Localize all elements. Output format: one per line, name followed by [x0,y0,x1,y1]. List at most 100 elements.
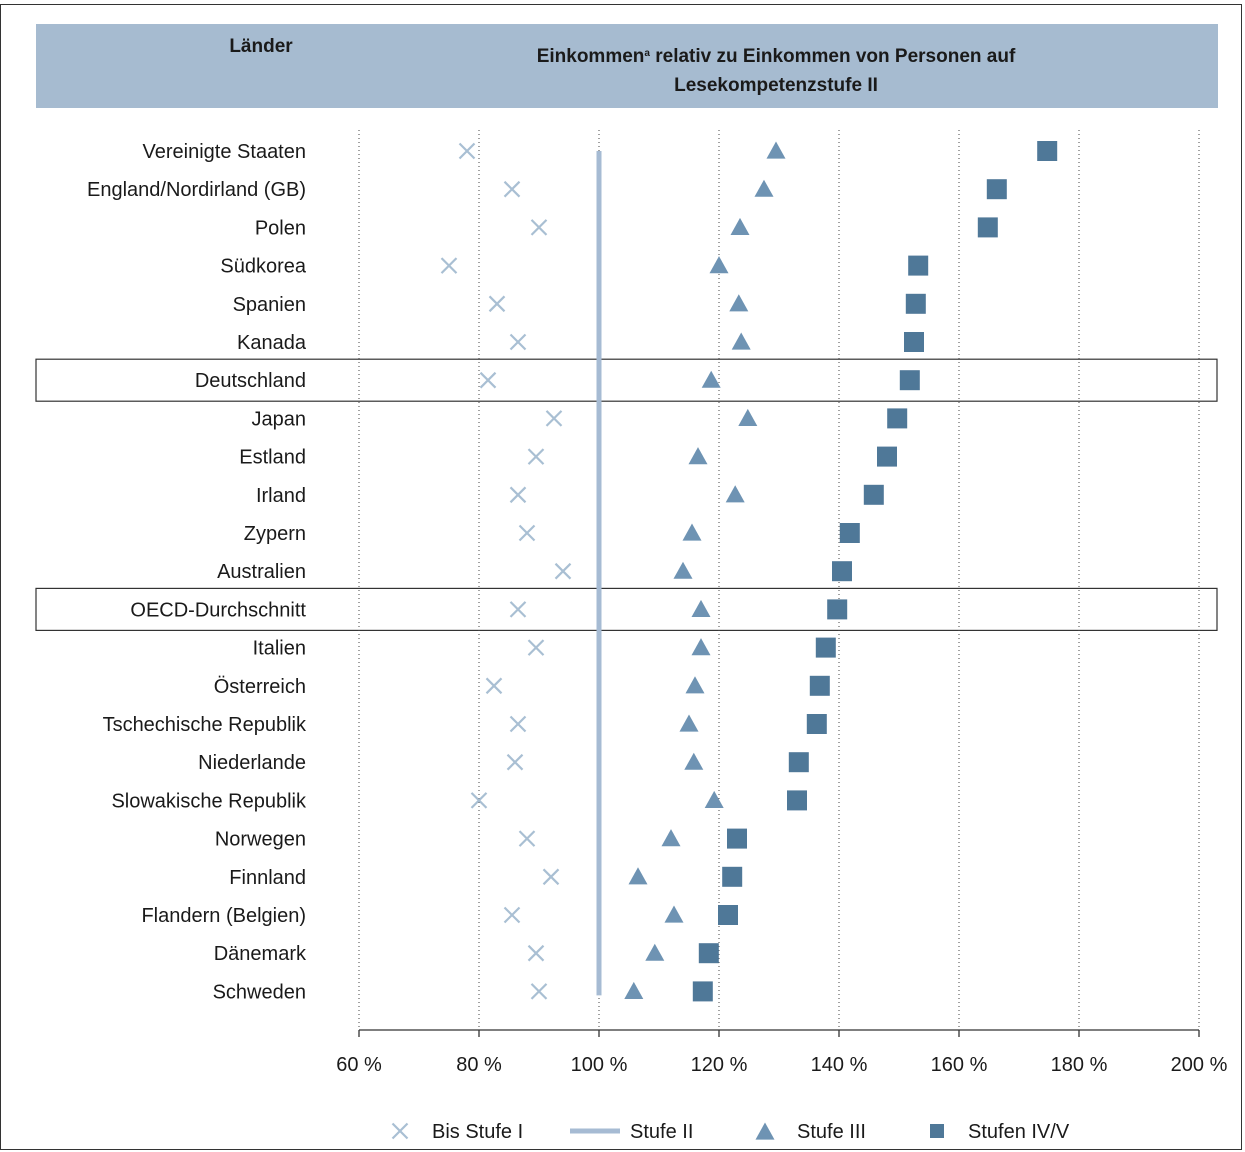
gridlines [358,130,1200,1030]
marker-stufen-iv-v-polen [977,217,998,238]
marker-stufe-iii-schweden [624,981,644,999]
marker-stufe-iii-vereinigte-staaten [766,141,786,159]
legend-marker-bis-stufe-i [391,1122,409,1140]
country-label-oecd-durchschnitt: OECD-Durchschnitt [130,599,306,621]
country-label-schweden: Schweden [213,981,306,1003]
chart-title: Einkommena relativ zu Einkommen von Pers… [466,42,1086,100]
marker-stufen-iv-v-finnland [722,866,743,887]
country-label-estland: Estland [239,447,306,469]
country-label-finnland: Finnland [229,867,306,889]
marker-stufen-iv-v-zypern [839,523,860,543]
country-labels: Vereinigte Staaten England/Nordirland (GB… [87,141,307,1003]
marker-stufe-iii-dänemark [645,943,665,961]
marker-stufen-iv-v-flandern-belgien [718,905,738,925]
legend: Bis Stufe I Stufe II Stufe III Stufen IV/V [391,1121,1070,1143]
x-tick-label-180: 180 % [1051,1054,1108,1076]
legend-marker-stufe-iii [755,1122,775,1140]
marker-stufe-iii-flandern-belgien [664,905,684,923]
marker-stufen-iv-v-norwegen [727,828,747,849]
title-footnote-marker: a [644,48,650,59]
country-label-niederlande: Niederlande [198,752,306,774]
country-label-zypern: Zypern [244,523,306,545]
marker-bis-stufe-i-oecd-durchschnitt-stroke-b [509,601,527,618]
highlight-boxes [35,358,1218,632]
legend-label-stufe-ii: Stufe II [630,1121,693,1143]
marker-bis-stufe-i-kanada-stroke-b [509,333,527,351]
marker-bis-stufe-i-schweden-stroke-b [530,983,548,1000]
marker-bis-stufe-i-flandern-belgien [503,906,521,924]
country-label-irland: Irland [256,485,306,507]
marker-bis-stufe-i-österreich [485,677,503,695]
marker-bis-stufe-i-england-nordirland-gb-stroke-b [503,180,521,198]
marker-bis-stufe-i-vereinigte-staaten-stroke-b [458,142,476,160]
marker-stufen-iv-v-südkorea [908,255,929,276]
marker-stufe-iii-finnland [628,867,648,885]
marker-stufe-iii-australien [673,561,693,579]
marker-bis-stufe-i-finnland [542,868,560,886]
x-tick-label-140: 140 % [811,1054,868,1076]
marker-bis-stufe-i-südkorea [440,257,458,274]
countries-column-header: Länder [229,36,293,57]
table-header: Länder Einkommena relativ zu Einkommen v… [36,24,1218,108]
marker-stufen-iv-v-slowakische-republik [787,790,807,811]
marker-bis-stufe-i-zypern-stroke-b [518,524,536,542]
x-tick-label-100: 100 % [571,1054,628,1076]
country-label-polen: Polen [255,217,306,239]
marker-bis-stufe-i-tschechische-republik [509,715,527,733]
marker-stufe-iii-spanien [729,294,749,312]
chart-frame [0,4,1242,1150]
title-line2: Lesekompetenzstufe II [674,75,878,96]
marker-bis-stufe-i-japan [545,410,563,427]
data-markers [440,141,1058,1002]
marker-stufe-iii-kanada [731,332,751,350]
country-label-kanada: Kanada [237,332,307,354]
marker-bis-stufe-i-norwegen-stroke-b [518,830,536,847]
marker-bis-stufe-i-dänemark-stroke-b [527,944,545,962]
marker-bis-stufe-i-deutschland [479,371,497,389]
country-label-österreich: Österreich [214,676,306,698]
marker-bis-stufe-i-irland [509,486,527,504]
x-tick-label-120: 120 % [691,1054,748,1076]
marker-stufe-iii-südkorea [709,256,729,274]
marker-bis-stufe-i-kanada [509,333,527,351]
marker-bis-stufe-i-österreich-stroke-b [485,677,503,695]
highlight-box-oecd-durchschnitt [35,587,1218,632]
marker-bis-stufe-i-japan-stroke-b [545,410,563,427]
marker-stufen-iv-v-australien [832,561,852,582]
marker-stufen-iv-v-schweden [692,981,713,1002]
marker-stufe-iii-england-nordirland-gb [754,179,774,197]
country-label-spanien: Spanien [233,294,306,316]
x-tick-label-60: 60 % [336,1054,382,1076]
marker-stufe-iii-polen [730,217,750,235]
country-label-südkorea: Südkorea [220,256,306,278]
marker-bis-stufe-i-estland-stroke-b [527,448,545,465]
marker-stufen-iv-v-vereinigte-staaten [1037,141,1058,161]
marker-bis-stufe-i-slowakische-republik-stroke-b [470,792,488,809]
marker-bis-stufe-i-norwegen [518,830,536,847]
marker-stufen-iv-v-italien [815,637,836,658]
country-label-flandern-belgien: Flandern (Belgien) [141,905,306,927]
country-label-norwegen: Norwegen [215,829,306,851]
marker-bis-stufe-i-australien [554,562,572,580]
marker-bis-stufe-i-polen [530,219,548,236]
marker-bis-stufe-i-niederlande [506,753,524,771]
marker-bis-stufe-i-polen-stroke-b [530,219,548,236]
marker-bis-stufe-i-südkorea-stroke-b [440,257,458,274]
marker-stufen-iv-v-tschechische-republik [806,714,827,734]
legend-marker-bis-stufe-i-stroke-b [391,1122,409,1140]
marker-stufen-iv-v-oecd-durchschnitt [827,599,848,620]
marker-bis-stufe-i-schweden [530,983,548,1000]
marker-stufe-iii-zypern [682,523,702,541]
marker-stufe-iii-österreich [685,676,705,694]
marker-bis-stufe-i-tschechische-republik-stroke-b [509,715,527,733]
country-label-england-nordirland-gb: England/Nordirland (GB) [87,179,306,201]
marker-stufe-iii-japan [738,408,758,426]
marker-stufe-iii-tschechische-republik [679,714,699,732]
marker-bis-stufe-i-zypern [518,524,536,542]
marker-bis-stufe-i-spanien [488,295,506,313]
legend-label-bis-stufe-i: Bis Stufe I [432,1121,523,1143]
x-axis: 60 % 80 % 100 % 120 % 140 % 160 % 180 % 200 % [336,1029,1228,1076]
x-tick-label-200: 200 % [1171,1054,1228,1076]
country-label-italien: Italien [253,638,306,660]
